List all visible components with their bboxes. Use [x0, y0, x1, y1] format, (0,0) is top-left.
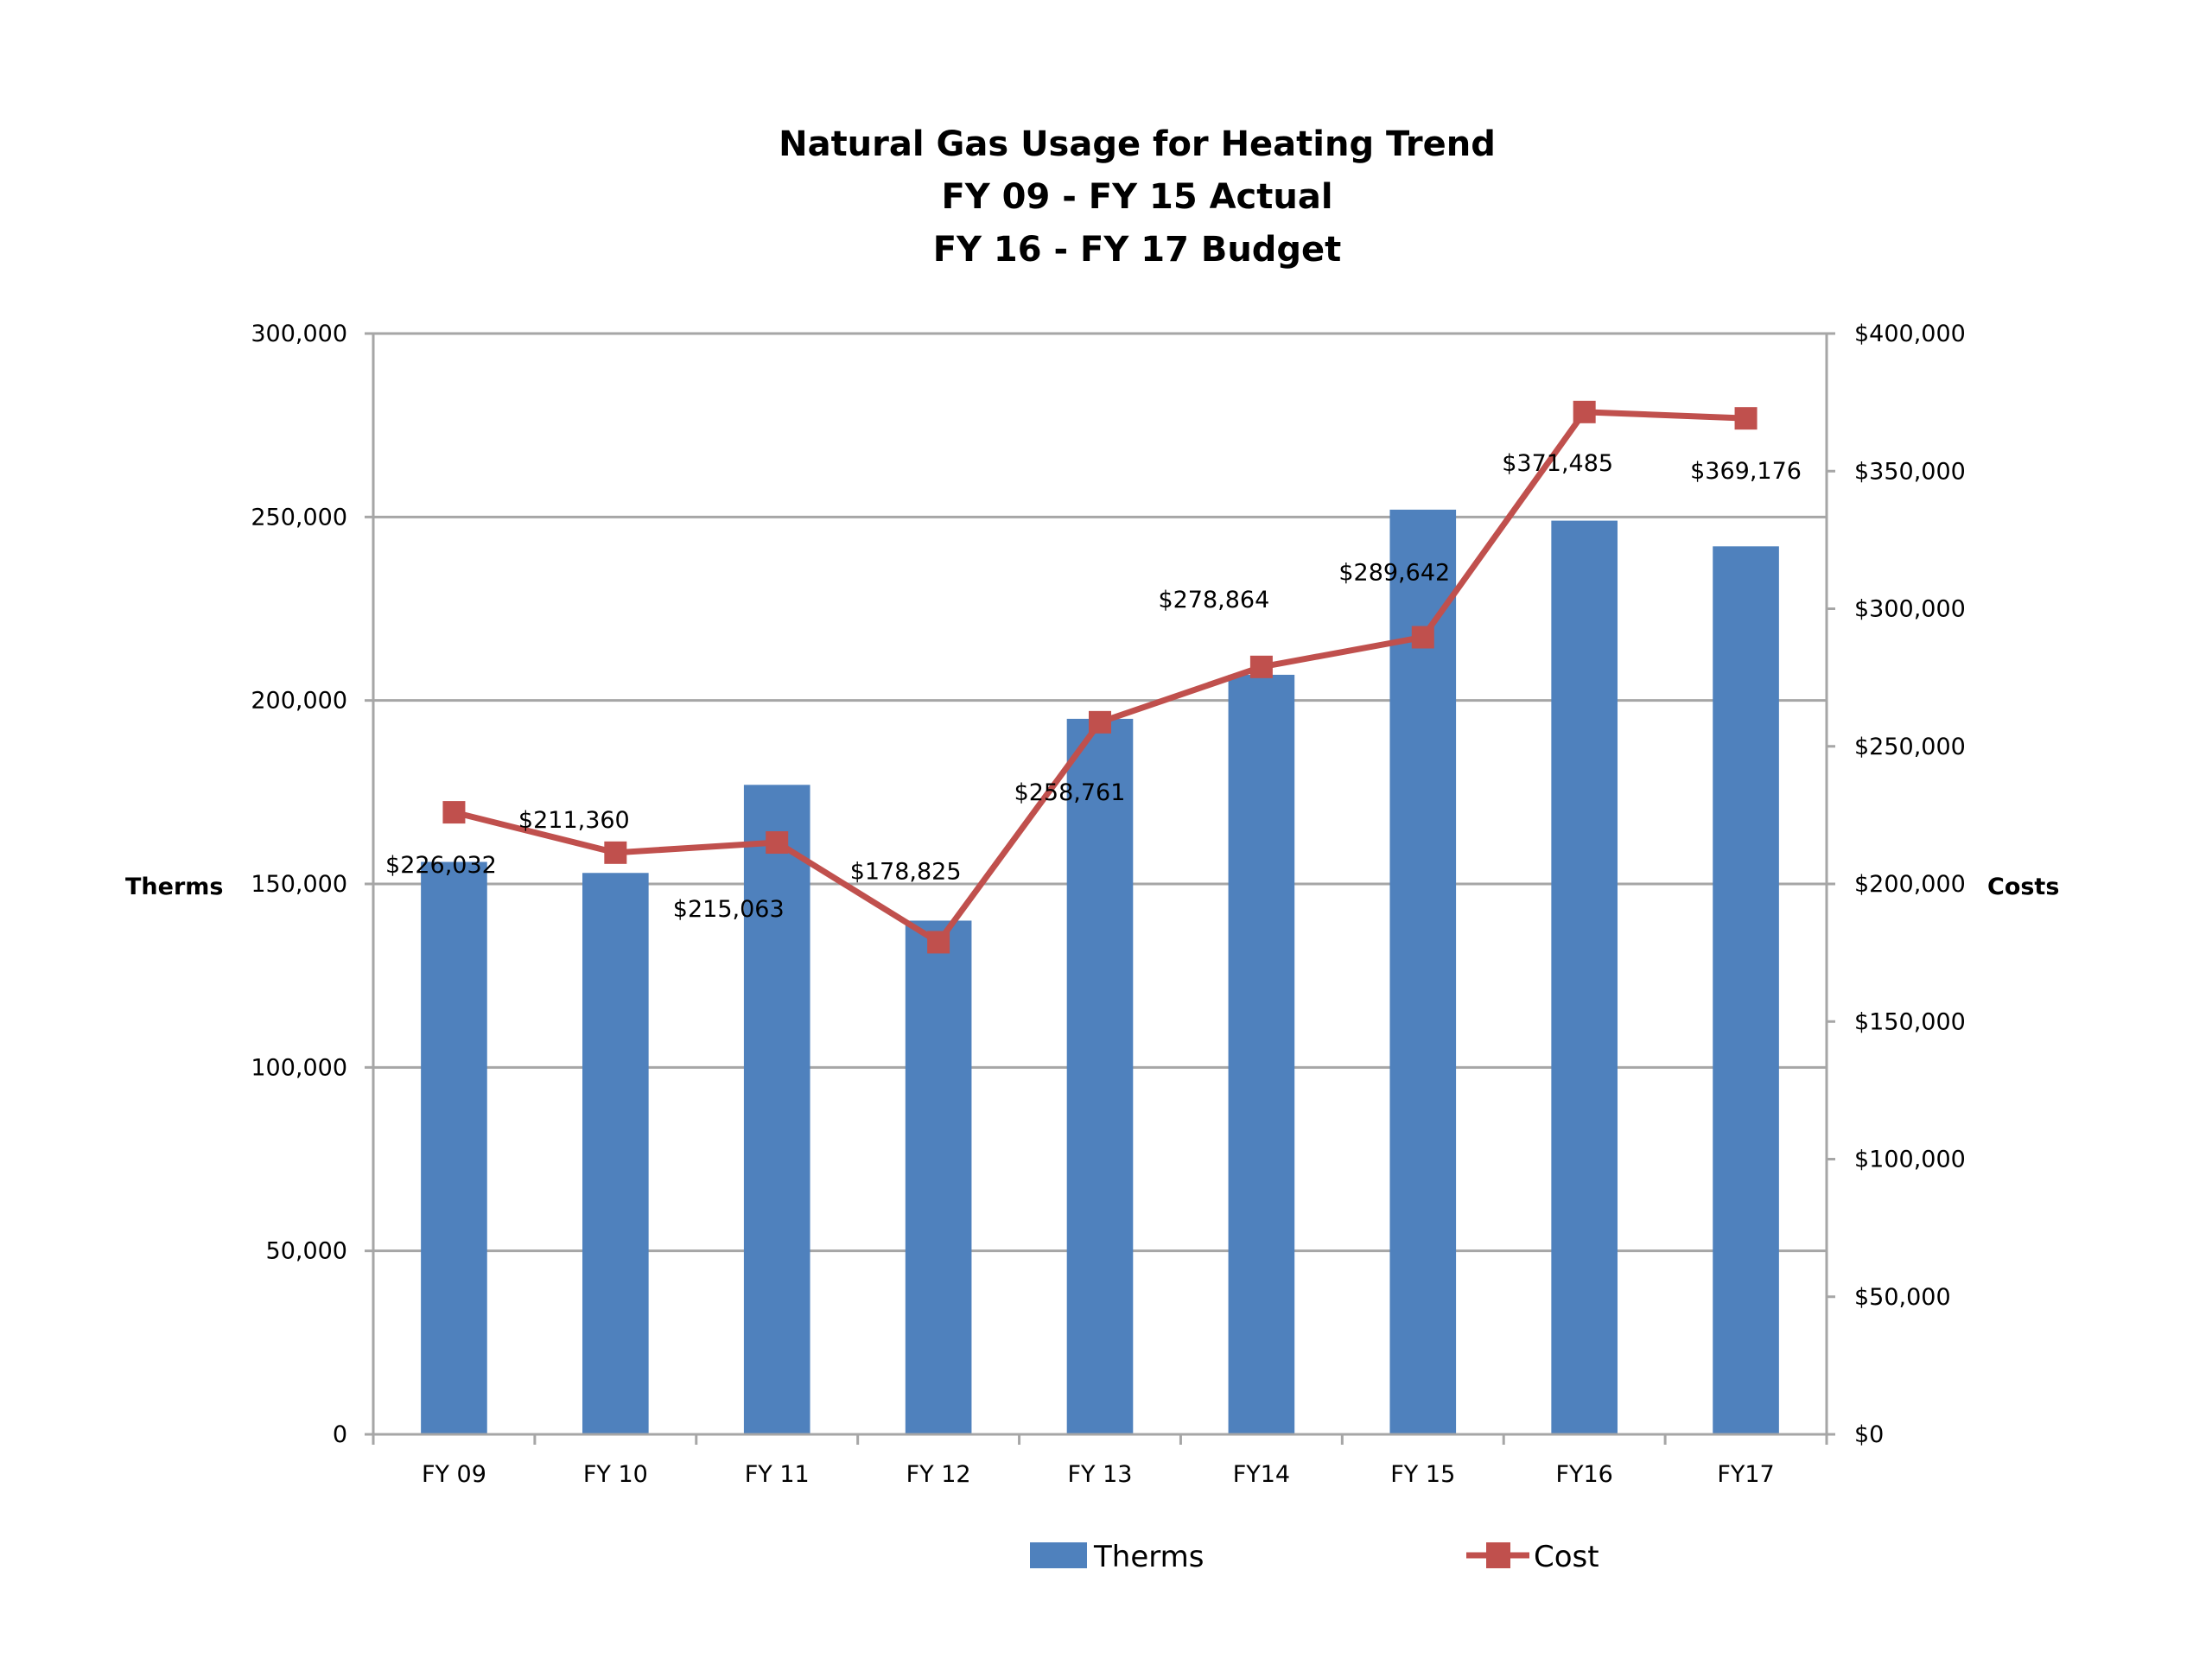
x-tick-label: FY 11 [745, 1461, 810, 1488]
cost-marker [1249, 655, 1273, 678]
y2-tick-label: $150,000 [1854, 1008, 1966, 1035]
cost-data-label: $178,825 [850, 858, 962, 885]
y2-axis-title: Costs [1987, 874, 2059, 900]
y2-tick-label: $350,000 [1854, 458, 1966, 485]
y2-tick-label: $100,000 [1854, 1147, 1966, 1173]
y2-tick-label: $300,000 [1854, 596, 1966, 623]
legend-therms-swatch [1030, 1542, 1087, 1568]
x-tick-label: FY 13 [1068, 1461, 1133, 1488]
x-tick-label: FY 12 [906, 1461, 971, 1488]
y-tick-label: 150,000 [251, 871, 347, 898]
cost-data-label: $226,032 [385, 852, 497, 879]
cost-marker [1089, 710, 1111, 734]
legend-cost-label: Cost [1534, 1540, 1599, 1574]
y2-tick-label: $200,000 [1854, 871, 1966, 898]
x-tick-label: FY16 [1555, 1461, 1612, 1488]
therms-bar [905, 920, 972, 1434]
therms-bar [1228, 674, 1295, 1434]
therms-bar [1551, 520, 1618, 1434]
axes: 0 50,000 100,000 150,000 200,000 250,000 300,0… [251, 321, 1966, 1488]
x-tick-label: FY 15 [1390, 1461, 1455, 1488]
cost-marker [442, 801, 466, 824]
y-tick-label: 50,000 [266, 1238, 347, 1265]
chart-title: Natural Gas Usage for Heating Trend FY 0… [779, 124, 1496, 270]
y-tick-label: 100,000 [251, 1054, 347, 1081]
cost-marker [766, 831, 789, 855]
x-tick-label: FY 09 [422, 1461, 486, 1488]
cost-line-series [442, 400, 1758, 954]
x-tick-label: FY14 [1233, 1461, 1290, 1488]
cost-marker [1573, 400, 1596, 423]
y-tick-label: 300,000 [251, 321, 347, 347]
legend-therms-label: Therms [1093, 1540, 1204, 1574]
therms-bar [1066, 718, 1134, 1434]
therms-bar [1713, 546, 1779, 1434]
cost-data-label: $369,176 [1690, 458, 1802, 485]
chart-title-line-1: Natural Gas Usage for Heating Trend [779, 124, 1496, 164]
legend-cost-marker [1486, 1542, 1510, 1568]
cost-data-label: $278,864 [1158, 587, 1269, 613]
cost-marker [927, 931, 950, 954]
cost-marker [604, 841, 627, 864]
x-tick-label: FY 10 [583, 1461, 648, 1488]
cost-data-labels: $226,032 $211,360 $215,063 $178,825 $258,761… [385, 450, 1802, 923]
therms-bar [582, 873, 649, 1434]
y-tick-label: 0 [333, 1421, 347, 1448]
chart-title-line-3: FY 16 - FY 17 Budget [933, 230, 1342, 270]
y2-tick-label: $250,000 [1854, 734, 1966, 760]
y-tick-label: 250,000 [251, 504, 347, 531]
x-tick-label: FY17 [1717, 1461, 1774, 1488]
y-tick-label: 200,000 [251, 688, 347, 715]
cost-data-label: $211,360 [518, 807, 630, 834]
therms-bar [743, 785, 810, 1434]
cost-data-label: $215,063 [673, 896, 785, 923]
cost-marker [1734, 407, 1758, 430]
chart-title-line-2: FY 09 - FY 15 Actual [941, 177, 1332, 217]
cost-data-label: $371,485 [1502, 450, 1613, 477]
cost-data-label: $258,761 [1014, 779, 1126, 806]
therms-bar [421, 861, 487, 1434]
therms-bar [1389, 509, 1457, 1434]
cost-marker [1411, 626, 1434, 649]
cost-data-label: $289,642 [1338, 559, 1450, 586]
y2-tick-label: $400,000 [1854, 321, 1966, 347]
y2-tick-label: $50,000 [1854, 1284, 1951, 1311]
y2-tick-label: $0 [1854, 1421, 1884, 1448]
legend: Therms Cost [1030, 1540, 1599, 1574]
therms-bars [421, 509, 1779, 1434]
y-axis-title: Therms [125, 874, 223, 900]
